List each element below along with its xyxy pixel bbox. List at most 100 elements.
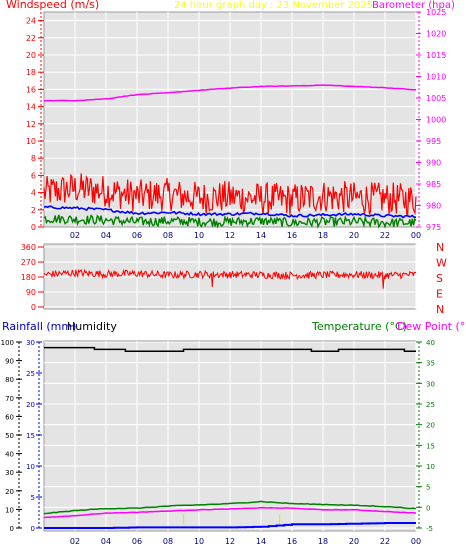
temp-y-tick-label: 15: [426, 442, 435, 450]
dewpoint-line: [43, 506, 417, 519]
wind-average-line: [43, 205, 416, 219]
wind-x-tick-label: 18: [318, 231, 328, 240]
direction-y-tick-label: 270: [21, 258, 36, 267]
temperature-x-tick-label: 20: [349, 537, 359, 546]
temperature-x-tick-label: 18: [318, 537, 328, 546]
humidity-y-tick-label: 10: [5, 506, 14, 514]
wind-y-tick-label: 8: [31, 154, 36, 163]
wind-y-tick-label: 0: [31, 223, 36, 232]
compass-label: N: [436, 241, 444, 254]
temperature-line: [43, 500, 417, 515]
humidity-y-axis: 0 10 20 30 40 50 60 70 80 90 100: [1, 339, 22, 533]
humidity-y-tick-label: 100: [1, 339, 14, 347]
direction-y-axis: 0 90 180 270 360: [21, 243, 44, 312]
temp-y-tick-label: 10: [426, 463, 435, 471]
temp-y-tick-label: 0: [426, 504, 430, 512]
humidity-y-tick-label: 70: [5, 395, 14, 403]
rainfall-y-axis: 0 5 10 15 20 25 30: [26, 339, 42, 533]
wind-y-tick-label: 20: [26, 51, 36, 60]
direction-y-tick-label: 0: [31, 303, 36, 312]
baro-y-tick-label: 1005: [426, 94, 446, 103]
baro-y-tick-label: 985: [426, 180, 441, 189]
temp-y-tick-label: 5: [426, 484, 430, 492]
wind-x-tick-label: 04: [101, 231, 111, 240]
humidity-y-tick-label: 40: [5, 451, 14, 459]
baro-y-tick-label: 1015: [426, 51, 446, 60]
windspeed-axis-label: Windspeed (m/s): [6, 0, 99, 11]
baro-y-tick-label: 1025: [426, 8, 446, 17]
humidity-y-tick-label: 50: [5, 432, 14, 440]
graph-title: 24 hour graph day : 23 November 2025: [174, 0, 373, 11]
temp-y-tick-label: 30: [426, 380, 435, 388]
humidity-y-tick-label: 90: [5, 358, 14, 366]
compass-label: S: [436, 272, 443, 285]
humidity-y-tick-label: 0: [10, 525, 14, 533]
wind-y-tick-label: 2: [31, 206, 36, 215]
direction-series-group: [43, 268, 417, 289]
wind-y-tick-label: 24: [26, 17, 36, 26]
wind-y-tick-label: 12: [26, 120, 36, 129]
wind-x-tick-label: 08: [163, 231, 173, 240]
wind-y-tick-label: 16: [26, 85, 36, 94]
wind-x-tick-label: 06: [132, 231, 142, 240]
barometer-line: [43, 84, 416, 102]
rain-y-tick-label: 10: [26, 463, 35, 471]
wind-gust-line: [43, 173, 417, 217]
compass-label: N: [436, 303, 444, 316]
humidity-axis-label: Humidity: [67, 320, 117, 333]
wind-y-tick-label: 10: [26, 137, 36, 146]
compass-label: W: [436, 257, 447, 270]
wind-x-tick-label: 16: [287, 231, 297, 240]
rainfall-axis-label: Rainfall (mm): [2, 320, 76, 333]
direction-y-tick-label: 180: [21, 273, 36, 282]
temp-y-tick-label: 40: [426, 339, 435, 347]
wind-x-tick-label: 20: [349, 231, 359, 240]
rain-y-tick-label: 25: [26, 370, 35, 378]
barometer-y-axis: 975 980 985 990 995 1000 1005 1010 1015 1020 1025: [416, 8, 446, 232]
temperature-x-tick-label: 12: [225, 537, 235, 546]
wind-y-tick-label: 22: [26, 34, 36, 43]
baro-y-tick-label: 995: [426, 137, 441, 146]
rainfall-line: [44, 522, 416, 529]
wind-x-tick-label: 00: [411, 231, 421, 240]
wind-series-group: [43, 84, 417, 229]
wind-x-tick-label: 10: [194, 231, 204, 240]
humidity-y-tick-label: 80: [5, 376, 14, 384]
baro-y-tick-label: 975: [426, 223, 441, 232]
rain-y-tick-label: 30: [26, 339, 35, 347]
baro-y-tick-label: 1000: [426, 116, 446, 125]
temperature-x-tick-label: 08: [163, 537, 173, 546]
temperature-axis-label: Temperature (°C): [311, 320, 407, 333]
rain-y-tick-label: 5: [31, 494, 35, 502]
temperature-panel-grid: [44, 341, 417, 531]
temperature-x-tick-label: 02: [70, 537, 80, 546]
wind-x-tick-label: 22: [380, 231, 390, 240]
wind-x-tick-label: 02: [70, 231, 80, 240]
temperature-x-tick-label: 22: [380, 537, 390, 546]
wind-x-tick-label: 12: [225, 231, 235, 240]
rain-y-tick-label: 15: [26, 432, 35, 440]
dewpoint-axis-label: Dew Point (°C): [397, 320, 466, 333]
temperature-series-group: [43, 346, 417, 529]
baro-y-tick-label: 1010: [426, 73, 446, 82]
wind-y-tick-label: 14: [26, 103, 36, 112]
temperature-x-tick-label: 00: [411, 537, 421, 546]
temperature-x-tick-label: 04: [101, 537, 111, 546]
temperature-y-axis: -5 0 5 10 15 20 25 30 35 40: [416, 339, 435, 533]
barometer-axis-label: Barometer (hpa): [372, 0, 455, 11]
humidity-y-tick-label: 30: [5, 469, 14, 477]
rain-y-tick-label: 0: [31, 525, 35, 533]
temperature-x-tick-label: 06: [132, 537, 142, 546]
wind-x-axis: 02 04 06 08 10 12 14 16 18 20 22 00: [70, 231, 421, 240]
temp-y-tick-label: 20: [426, 422, 435, 430]
wind-low-line: [43, 214, 417, 229]
temperature-x-tick-label: 16: [287, 537, 297, 546]
humidity-y-tick-label: 60: [5, 413, 14, 421]
temperature-x-tick-label: 10: [194, 537, 204, 546]
baro-y-tick-label: 1020: [426, 30, 446, 39]
humidity-line: [44, 346, 416, 353]
temp-y-tick-label: 35: [426, 360, 435, 368]
